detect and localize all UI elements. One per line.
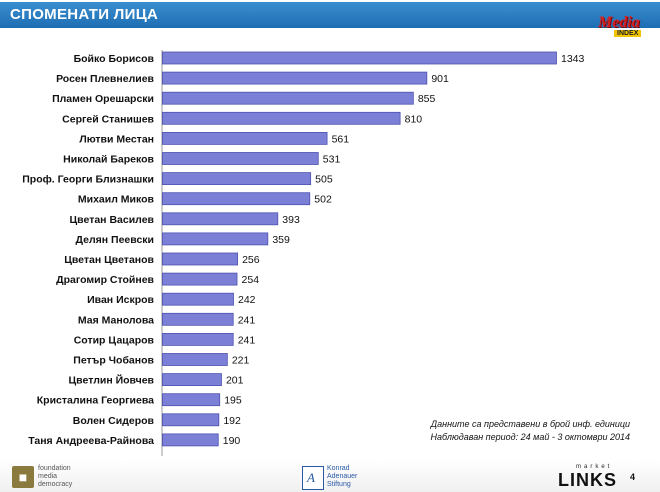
data-label: 1343 (561, 53, 585, 65)
category-label: Проф. Георги Близнашки (22, 174, 154, 186)
bar (162, 413, 220, 427)
category-label: Сергей Станишев (62, 113, 154, 125)
category-label: Николай Бареков (63, 154, 154, 166)
fmd-logo-line3: democracy (38, 481, 73, 488)
data-label: 241 (238, 334, 256, 346)
bar (162, 312, 234, 326)
data-label: 855 (418, 93, 436, 105)
bar (162, 292, 234, 306)
data-label: 254 (242, 274, 260, 286)
note-units: Данните са представени в брой инф. едини… (430, 419, 630, 429)
bar (162, 131, 328, 145)
data-label: 393 (282, 214, 300, 226)
bar (162, 152, 319, 165)
kas-logo-line3: Stiftung (327, 481, 351, 488)
kas-logo-mark: A (307, 470, 315, 485)
kas-logo-line2: Adenauer (327, 473, 358, 480)
media-index-logo-line2: INDEX (614, 30, 642, 37)
bar (162, 51, 557, 65)
fmd-logo-line1: foundation (38, 465, 71, 472)
fmd-logo-line2: media (38, 473, 58, 480)
category-label: Лютви Местан (79, 133, 154, 145)
bar (162, 111, 401, 125)
category-label: Михаил Миков (78, 194, 155, 206)
bar (162, 433, 219, 447)
market-links-logo-line1: market (576, 464, 613, 470)
category-label: Пламен Орешарски (52, 93, 154, 105)
bar (162, 373, 222, 387)
bar (162, 192, 311, 206)
data-label: 221 (232, 355, 250, 367)
data-label: 190 (223, 435, 241, 447)
data-label: 256 (242, 254, 260, 266)
konrad-adenauer-stiftung-logo: A Konrad Adenauer Stiftung (302, 464, 382, 490)
data-label: 241 (238, 314, 256, 326)
bar (162, 91, 414, 105)
bar (162, 172, 312, 186)
data-label: 505 (315, 174, 333, 186)
fmd-logo-text: foundation media democracy (38, 465, 72, 489)
page-number: 4 (630, 472, 636, 482)
chart-note: Данните са представени в брой инф. едини… (431, 418, 630, 444)
kas-logo-icon: A (302, 466, 324, 490)
market-links-logo-line2: LINKS (558, 470, 617, 490)
page-title: СПОМЕНАТИ ЛИЦА (10, 6, 159, 23)
market-links-logo: market LINKS (558, 464, 620, 490)
media-index-logo: Media INDEX (596, 14, 652, 44)
fmd-logo-icon: ■ (12, 466, 34, 488)
category-label: Росен Плевнелиев (56, 73, 154, 85)
bar (162, 71, 428, 85)
bar (162, 212, 279, 226)
category-label: Цветан Цветанов (64, 254, 154, 266)
category-label: Таня Андреева-Райнова (28, 435, 154, 447)
kas-logo-line1: Konrad (327, 465, 350, 472)
category-label: Волен Сидеров (73, 415, 155, 427)
foundation-media-democracy-logo: ■ foundation media democracy (12, 464, 92, 490)
footer (0, 460, 660, 492)
note-period: Наблюдаван период: 24 май - 3 октомври 2… (430, 432, 630, 442)
category-label: Драгомир Стойнев (56, 274, 154, 286)
bar (162, 393, 221, 407)
category-label: Цветан Василев (70, 214, 155, 226)
category-label: Мая Манолова (78, 314, 154, 326)
header-bar: СПОМЕНАТИ ЛИЦА (0, 2, 660, 28)
kas-logo-text: Konrad Adenauer Stiftung (327, 465, 357, 489)
data-label: 192 (223, 415, 241, 427)
bar-chart: Бойко Борисов 1343 Росен Плевнелиев 901 Плам… (22, 50, 585, 456)
media-index-logo-line1: Media (598, 14, 640, 31)
data-label: 901 (431, 73, 449, 85)
bar (162, 332, 234, 346)
category-label: Кристалина Георгиева (37, 395, 154, 407)
data-label: 502 (314, 194, 332, 206)
data-label: 561 (332, 133, 350, 145)
data-label: 242 (238, 294, 256, 306)
data-label: 359 (272, 234, 290, 246)
data-label: 195 (224, 395, 242, 407)
category-label: Петър Чобанов (73, 355, 154, 367)
category-label: Делян Пеевски (76, 234, 154, 246)
data-label: 531 (323, 154, 341, 166)
data-label: 810 (405, 113, 423, 125)
category-label: Цветлин Йовчев (69, 374, 155, 387)
data-label: 201 (226, 375, 244, 387)
bar (162, 252, 239, 266)
bar (162, 353, 228, 366)
bar (162, 272, 238, 286)
category-label: Бойко Борисов (74, 53, 155, 65)
category-label: Иван Искров (87, 294, 154, 306)
category-label: Сотир Цацаров (74, 334, 155, 346)
bar (162, 232, 269, 246)
